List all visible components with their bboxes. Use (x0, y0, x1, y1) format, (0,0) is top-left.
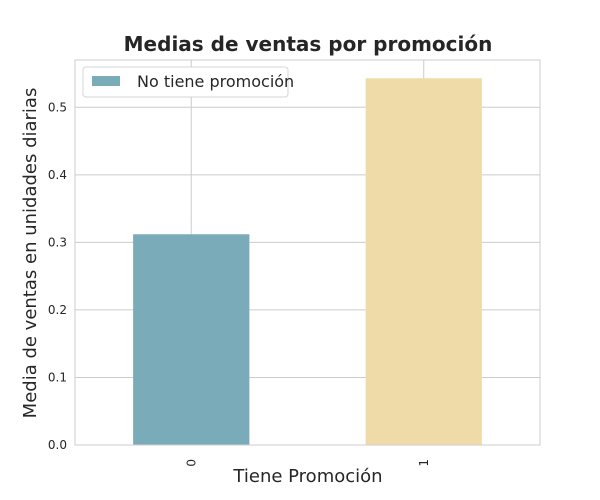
plot-frame (74, 59, 541, 446)
legend-label: No tiene promoción (137, 72, 294, 91)
y-tick-label: 0.2 (48, 303, 67, 317)
x-axis-label: Tiene Promoción (232, 466, 382, 487)
y-tick-label: 0.5 (48, 100, 67, 114)
bar (365, 78, 482, 445)
x-tick-label: 0 (184, 459, 198, 467)
chart-title: Medias de ventas por promoción (124, 32, 493, 56)
y-tick-label: 0.1 (48, 370, 67, 384)
bar (133, 234, 250, 445)
y-tick-label: 0.0 (48, 438, 67, 452)
y-tick-label: 0.4 (48, 168, 67, 182)
legend-box (82, 66, 289, 98)
legend-swatch (92, 76, 120, 86)
y-axis-label: Media de ventas en unidades diarias (20, 88, 41, 419)
y-tick-label: 0.3 (48, 235, 67, 249)
bars (133, 78, 482, 445)
y-axis-ticks: 0.0 0.1 0.2 0.3 0.4 0.5 (48, 100, 67, 452)
x-tick-label: 1 (417, 459, 431, 467)
legend: No tiene promoción (82, 66, 294, 98)
